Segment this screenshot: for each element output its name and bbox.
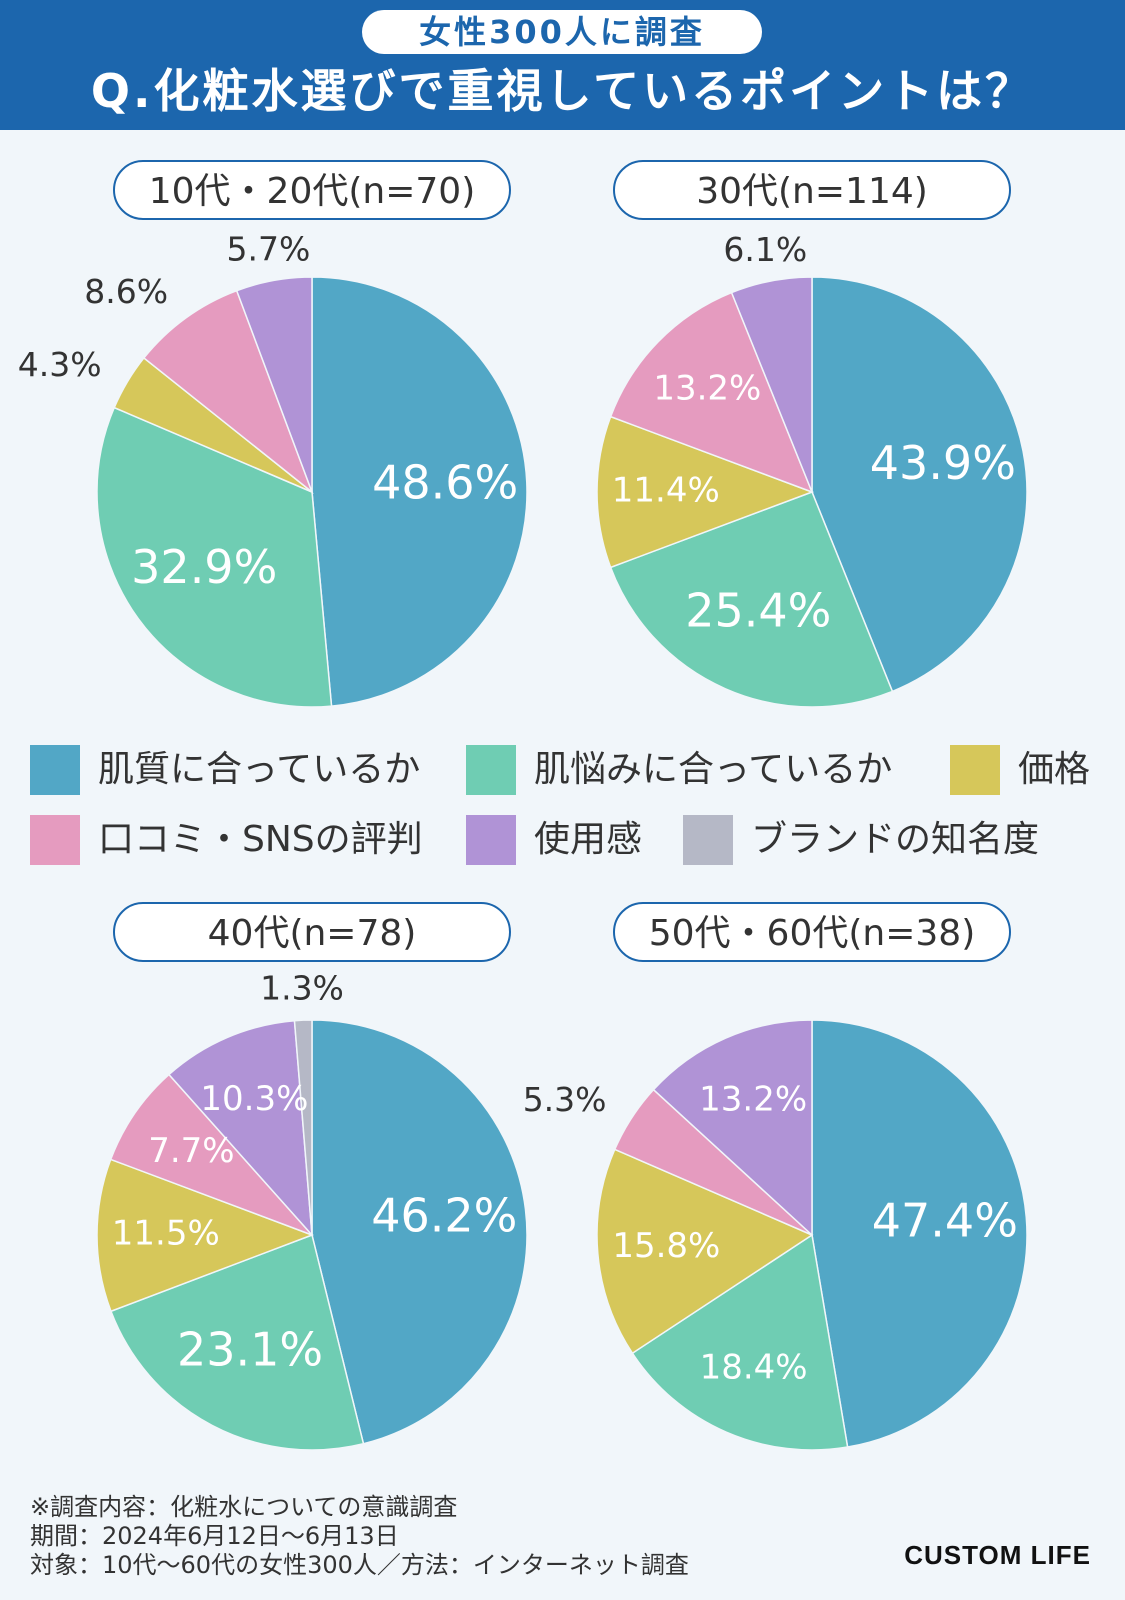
pie-value-label: 48.6% — [372, 455, 518, 509]
legend-label: 使用感 — [534, 819, 643, 860]
pie-slice — [652, 1019, 813, 1237]
legend-label: 口コミ・SNSの評判 — [98, 819, 423, 860]
pie-value-label: 47.4% — [872, 1193, 1018, 1247]
legend-label: 肌悩みに合っているか — [534, 749, 893, 790]
pie-value-label: 7.7% — [148, 1131, 234, 1171]
pie-chart-1: 48.6% 32.9% 4.3% 8.6% 5.7% — [18, 229, 528, 708]
survey-badge: 女性300人に調査 — [362, 10, 762, 54]
pie-value-label: 18.4% — [700, 1348, 808, 1388]
pie-value-label: 11.5% — [112, 1214, 220, 1254]
pie-value-label: 15.8% — [612, 1226, 720, 1266]
footnote-line: 対象：10代〜60代の女性300人／方法：インターネット調査 — [30, 1551, 689, 1579]
pie-value-label: 13.2% — [653, 368, 761, 408]
pie-slice — [811, 276, 1028, 693]
chart-title-4: 50代・60代(n=38) — [613, 902, 1011, 962]
pie-slice — [167, 1019, 313, 1238]
page-title: Q.化粧水選びで重視しているポイントは？ — [90, 64, 1035, 118]
pie-slice — [235, 276, 313, 493]
legend-swatch — [683, 815, 733, 865]
chart-title-3: 40代(n=78) — [113, 902, 511, 962]
pie-value-label: 46.2% — [371, 1188, 517, 1242]
pie-slice — [96, 406, 333, 708]
brand-logo: CUSTOM LIFE — [904, 1540, 1091, 1570]
legend-label: ブランドの知名度 — [751, 819, 1040, 860]
footnote-line: ※調査内容：化粧水についての意識調査 — [30, 1493, 458, 1521]
legend-swatch — [466, 815, 516, 865]
pie-value-label: 23.1% — [177, 1323, 323, 1377]
pie-value-label: 8.6% — [84, 272, 168, 311]
legend-swatch — [30, 745, 80, 795]
pie-value-label: 5.3% — [523, 1080, 607, 1119]
legend-label: 価格 — [1018, 749, 1091, 790]
legend-swatch — [30, 815, 80, 865]
pie-slice — [811, 1019, 1028, 1448]
pie-slice — [293, 1019, 313, 1236]
pie-slice — [596, 1148, 814, 1355]
footnote-line: 期間：2024年6月12日〜6月13日 — [30, 1522, 399, 1550]
pie-value-label: 25.4% — [685, 584, 831, 638]
legend-swatch — [950, 745, 1000, 795]
pie-slice — [631, 1233, 849, 1451]
pie-value-label: 32.9% — [131, 540, 277, 594]
pie-value-label: 10.3% — [200, 1079, 308, 1119]
pie-slice — [110, 1233, 365, 1451]
pie-value-label: 5.7% — [226, 229, 310, 268]
pie-slice — [142, 289, 314, 495]
footnote: ※調査内容：化粧水についての意識調査 期間：2024年6月12日〜6月13日 対… — [30, 1493, 689, 1580]
pie-chart-2: 43.9% 25.4% 11.4% 13.2% 6.1% — [596, 230, 1028, 708]
pie-chart-3: 46.2% 23.1% 11.5% 7.7% 10.3% 1.3% — [96, 969, 528, 1451]
pie-value-label: 43.9% — [870, 436, 1016, 490]
pie-value-label: 13.2% — [699, 1080, 807, 1120]
pie-value-label: 1.3% — [260, 969, 344, 1008]
chart-title-2: 30代(n=114) — [613, 160, 1011, 220]
pie-slice — [96, 1158, 315, 1313]
pie-slice — [109, 1073, 313, 1236]
header-banner: 女性300人に調査 Q.化粧水選びで重視しているポイントは？ — [0, 0, 1125, 130]
pie-chart-4: 47.4% 18.4% 15.8% 5.3% 13.2% — [523, 1019, 1028, 1451]
chart-title-1: 10代・20代(n=70) — [113, 160, 511, 220]
pie-slice — [609, 491, 894, 708]
pie-slice — [730, 276, 813, 493]
pie-slice — [311, 276, 528, 707]
pie-slice — [311, 1019, 528, 1445]
pie-value-label: 4.3% — [18, 345, 102, 384]
pie-value-label: 6.1% — [723, 230, 807, 269]
pie-slice — [609, 291, 814, 494]
pie-slice — [596, 415, 815, 569]
legend-swatch — [466, 745, 516, 795]
legend-label: 肌質に合っているか — [98, 749, 421, 790]
pie-value-label: 11.4% — [612, 471, 720, 511]
